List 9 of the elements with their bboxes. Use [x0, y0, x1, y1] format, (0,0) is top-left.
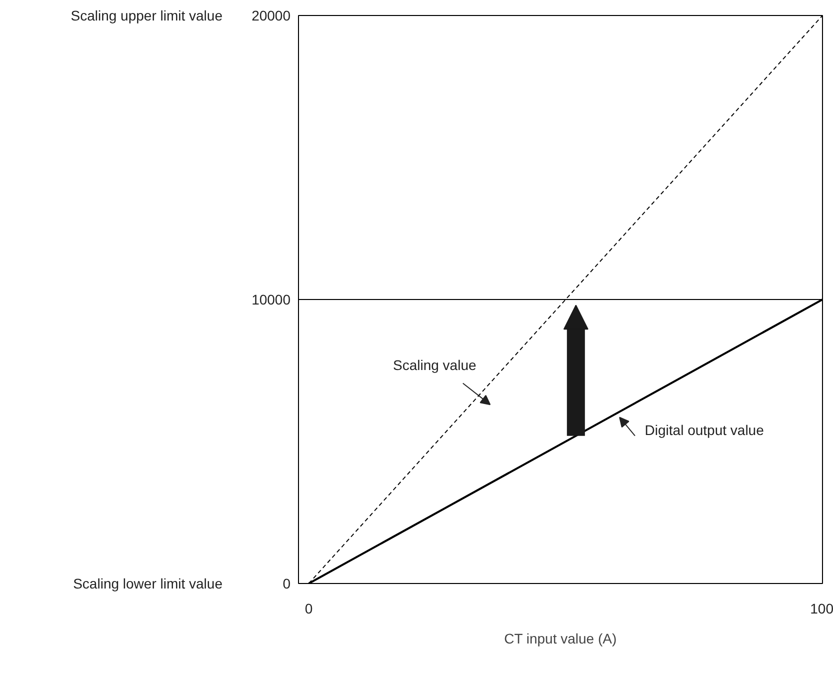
- text: Scaling lower limit value: [73, 576, 223, 592]
- x-tick-label: 100: [810, 600, 833, 616]
- y-tick-label: 10000: [252, 292, 291, 308]
- series-label: Digital output value: [644, 422, 764, 438]
- y-tick-label: 0: [282, 576, 291, 592]
- text: Scaling upper limit value: [70, 8, 223, 24]
- series-label: Scaling value: [393, 356, 476, 373]
- y-tick-label: 20000: [252, 8, 291, 24]
- x-axis-title: CT input value (A): [504, 630, 617, 646]
